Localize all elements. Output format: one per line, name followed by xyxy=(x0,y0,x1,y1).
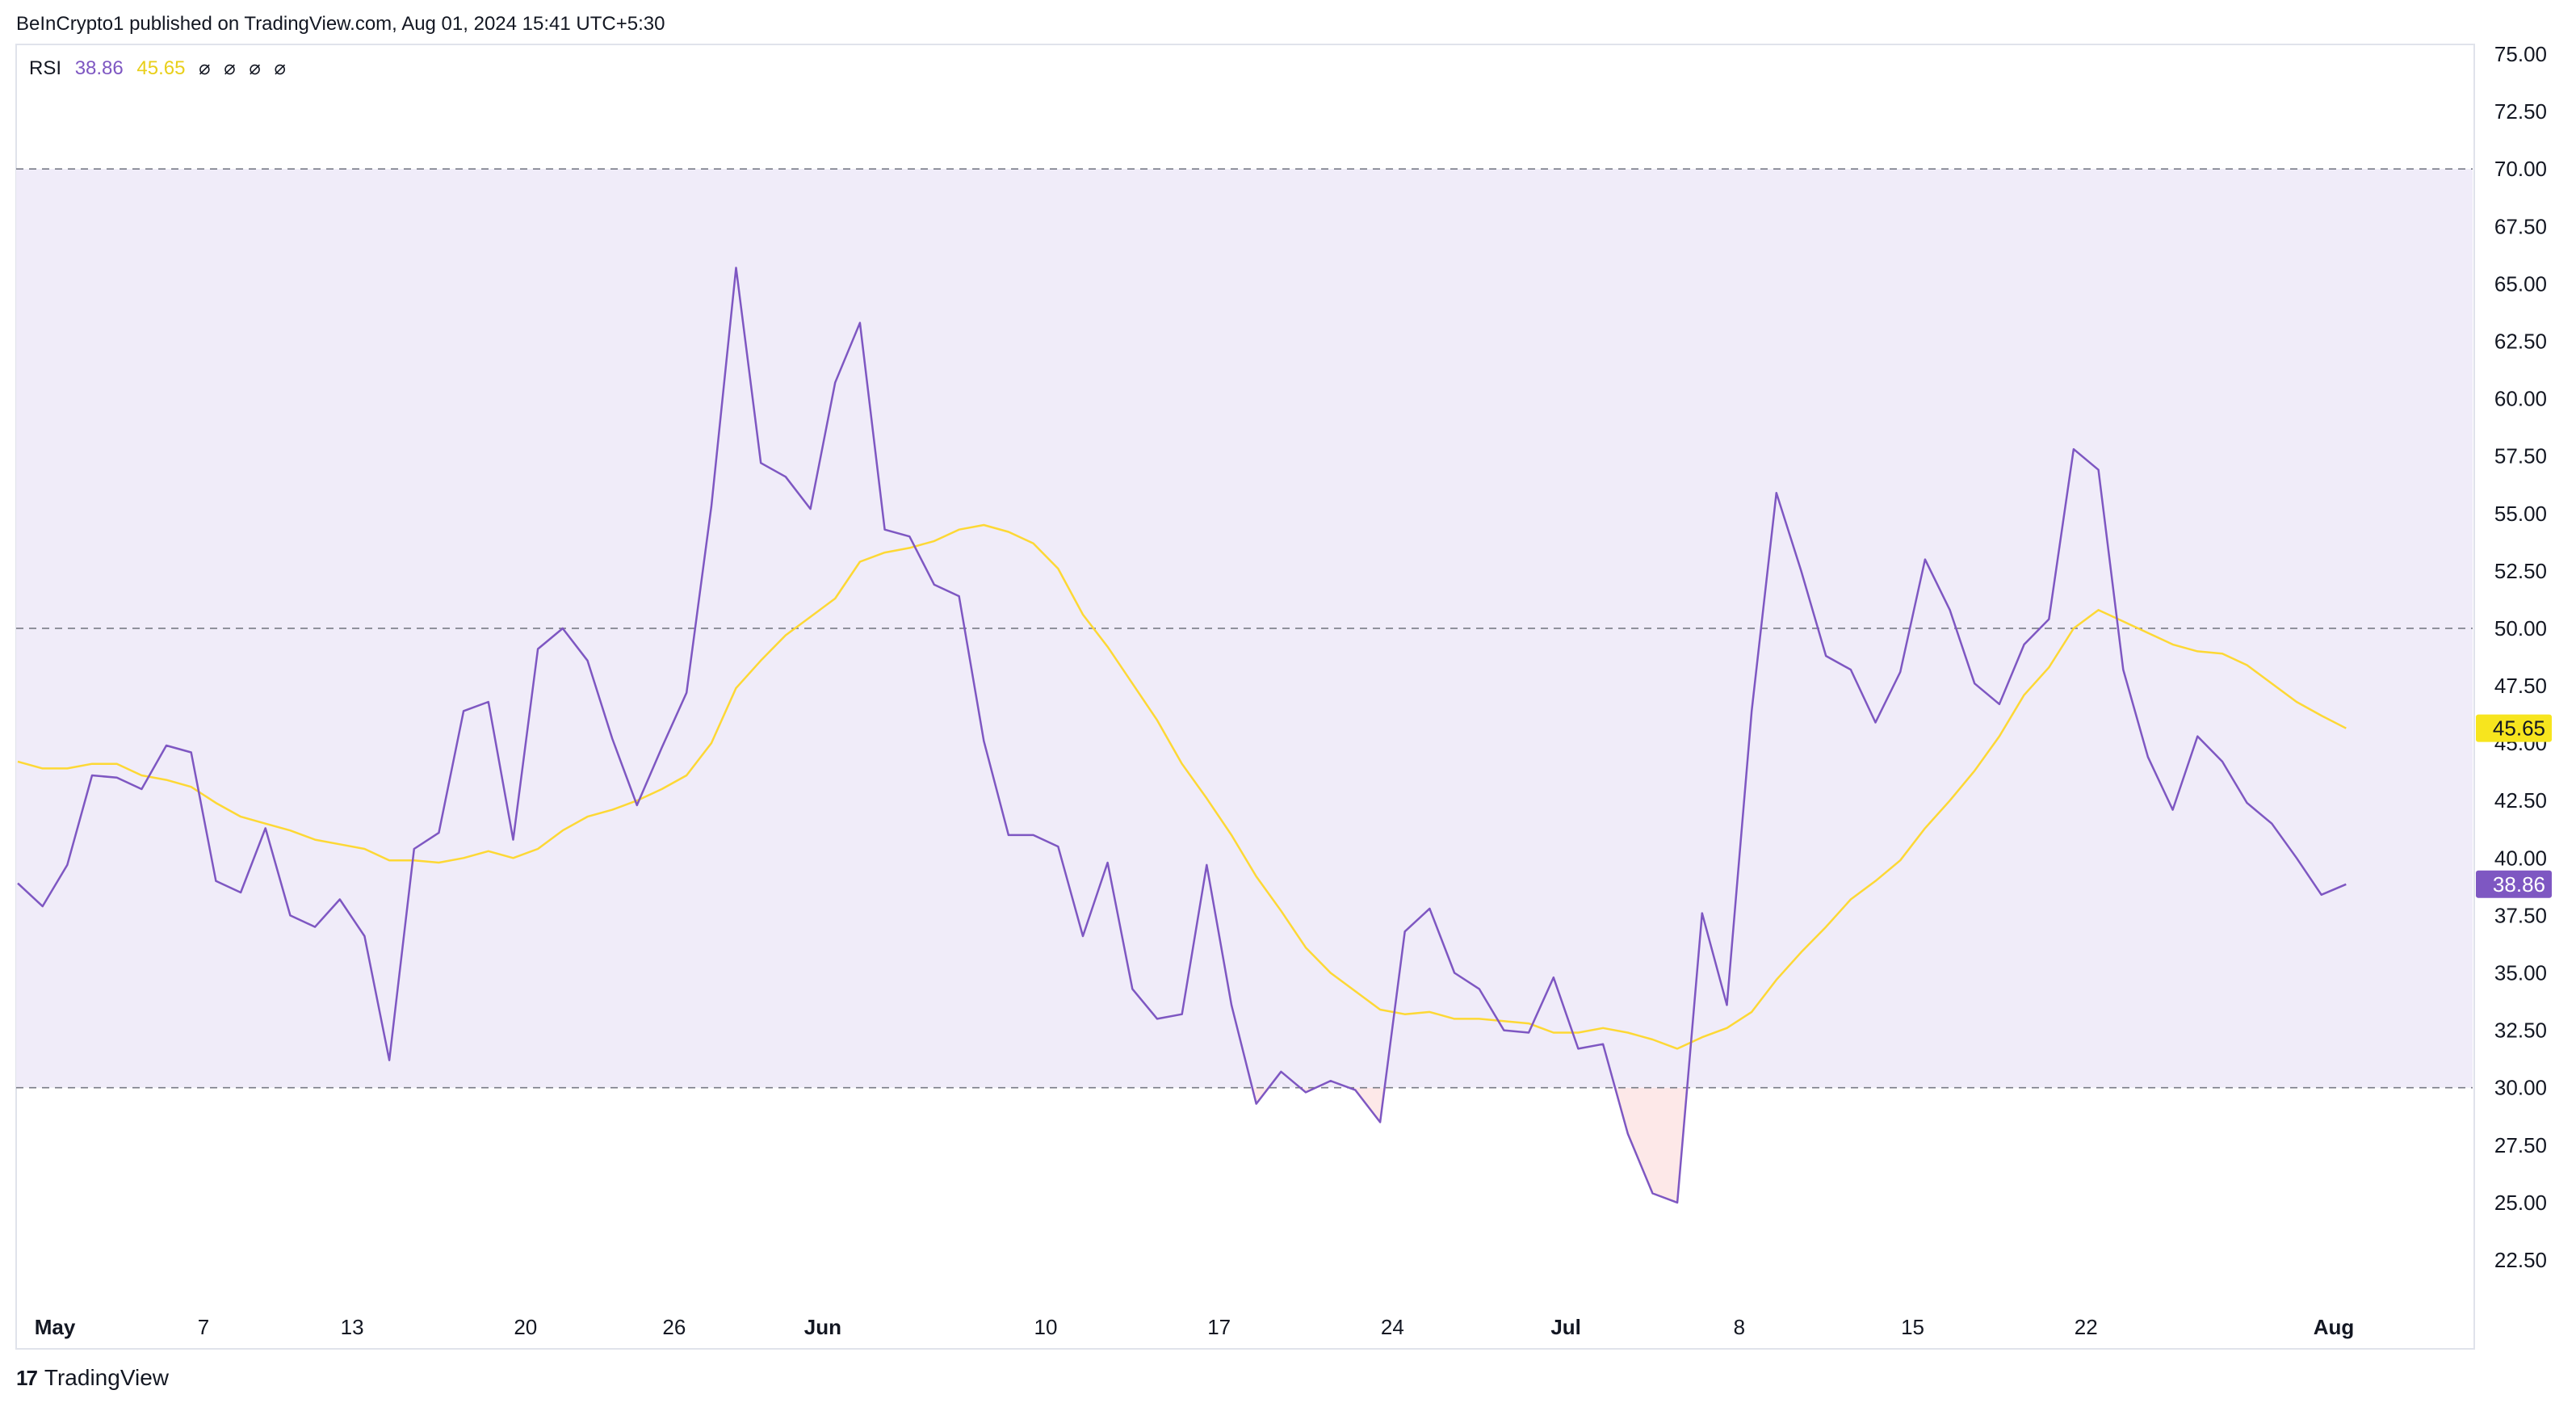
oversold-fill xyxy=(1252,1087,1688,1203)
ma-price-label: 45.65 xyxy=(2493,716,2545,741)
legend-rsi-value: 38.86 xyxy=(74,57,124,79)
y-tick-label: 65.00 xyxy=(2494,271,2547,296)
y-tick-label: 35.00 xyxy=(2494,961,2547,985)
y-tick-label: 47.50 xyxy=(2494,674,2547,698)
y-tick-label: 55.00 xyxy=(2494,502,2547,526)
indicator-legend[interactable]: RSI 38.86 45.65 ⌀ ⌀ ⌀ ⌀ xyxy=(29,57,294,80)
rsi-price-label-bg xyxy=(2476,870,2552,898)
legend-extra-4: ⌀ xyxy=(274,57,286,79)
x-tick-label: 26 xyxy=(662,1315,686,1339)
x-tick-label: Jul xyxy=(1550,1315,1581,1339)
legend-name: RSI xyxy=(29,57,62,79)
rsi-line xyxy=(17,267,2347,1204)
y-axis: 75.00 72.50 70.00 67.50 65.00 62.50 60.00 57.50… xyxy=(2494,42,2547,1272)
rsi-band xyxy=(16,169,2473,1203)
x-tick-label: 20 xyxy=(514,1315,537,1339)
price-labels: 45.65 38.86 xyxy=(2476,714,2552,898)
reference-lines xyxy=(16,168,2473,1089)
y-tick-label: 30.00 xyxy=(2494,1076,2547,1100)
y-tick-label: 60.00 xyxy=(2494,387,2547,411)
x-tick-label: 10 xyxy=(1034,1315,1057,1339)
brand-text: TradingView xyxy=(44,1365,170,1390)
y-tick-label: 27.50 xyxy=(2494,1133,2547,1157)
x-tick-label: 15 xyxy=(1901,1315,1924,1339)
y-tick-label: 57.50 xyxy=(2494,444,2547,468)
y-tick-label: 37.50 xyxy=(2494,903,2547,927)
x-tick-label: May xyxy=(35,1315,76,1339)
y-tick-label: 42.50 xyxy=(2494,788,2547,813)
series-lines xyxy=(17,267,2347,1204)
ma-line xyxy=(17,523,2347,1050)
legend-extra-2: ⌀ xyxy=(224,57,236,79)
y-tick-label: 32.50 xyxy=(2494,1018,2547,1043)
legend-extra-1: ⌀ xyxy=(199,57,211,79)
y-tick-label: 40.00 xyxy=(2494,846,2547,870)
legend-ma-value: 45.65 xyxy=(136,57,186,79)
x-tick-label: 17 xyxy=(1207,1315,1231,1339)
x-tick-label: 24 xyxy=(1381,1315,1404,1339)
footer-brand[interactable]: 17 TradingView xyxy=(16,1365,169,1391)
legend-extra-3: ⌀ xyxy=(249,57,261,79)
y-tick-label: 62.50 xyxy=(2494,329,2547,353)
y-tick-label: 75.00 xyxy=(2494,42,2547,66)
x-tick-label: Aug xyxy=(2314,1315,2355,1339)
y-tick-label: 52.50 xyxy=(2494,559,2547,583)
x-tick-label: 13 xyxy=(341,1315,364,1339)
y-tick-label: 70.00 xyxy=(2494,157,2547,181)
y-tick-label: 22.50 xyxy=(2494,1248,2547,1272)
publish-info: BeInCrypto1 published on TradingView.com… xyxy=(16,13,665,35)
x-tick-label: Jun xyxy=(804,1315,841,1339)
ma-price-label-bg xyxy=(2476,714,2552,742)
y-tick-label: 25.00 xyxy=(2494,1191,2547,1215)
rsi-price-label: 38.86 xyxy=(2493,872,2545,897)
x-tick-label: 7 xyxy=(198,1315,209,1339)
x-tick-label: 8 xyxy=(1734,1315,1745,1339)
y-tick-label: 67.50 xyxy=(2494,214,2547,238)
x-axis: May 7 13 20 26 Jun 10 17 24 Jul 8 15 22 Aug xyxy=(35,1315,2355,1339)
tradingview-logo-icon: 17 xyxy=(16,1365,38,1390)
x-tick-label: 22 xyxy=(2075,1315,2098,1339)
y-tick-label: 72.50 xyxy=(2494,99,2547,124)
y-tick-label: 50.00 xyxy=(2494,616,2547,640)
